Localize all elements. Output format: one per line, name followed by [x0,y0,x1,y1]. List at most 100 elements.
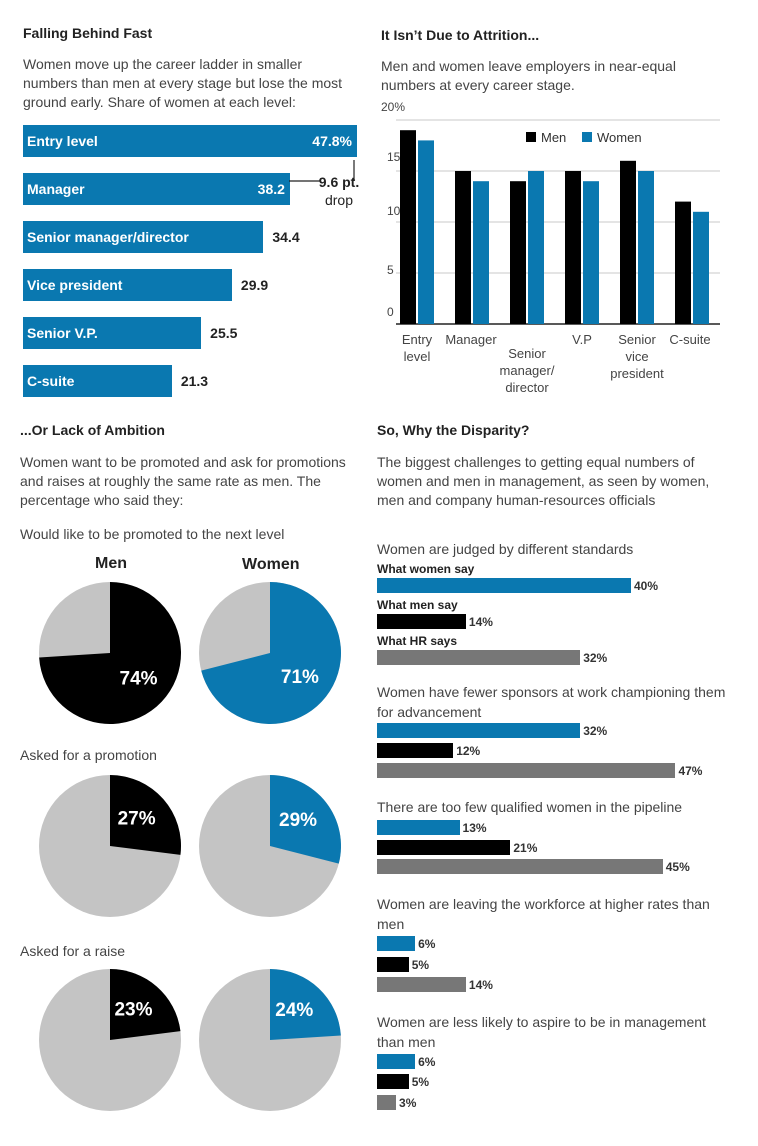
women-bar [473,181,489,324]
challenge-label: Women are less likely to aspire to be in… [377,1014,706,1050]
level-bar-label: Manager [27,181,85,197]
panel3-description: Women want to be promoted and ask for pr… [20,454,346,508]
challenge-bar-value: 14% [468,978,493,992]
challenge-bar-value: 47% [678,764,703,778]
challenge-bar [377,1074,409,1089]
level-bar-label: Senior manager/director [27,229,189,245]
challenge-bar [377,650,581,665]
drop-word: drop [324,192,354,208]
challenge-bar-value: 6% [418,1055,436,1069]
challenge-bar-value: 5% [411,1075,430,1089]
challenge-bar [377,1054,416,1069]
challenge-bar-value: 45% [665,860,690,874]
challenge-bar [377,763,676,778]
level-bar-label: Vice president [27,277,123,293]
challenge-bar-value: 6% [418,937,436,951]
challenge-bar [377,743,454,758]
level-bar-value: 47.8% [312,133,352,149]
challenge-bar [377,957,409,972]
x-category-label: Senior manager/director [500,346,555,395]
women-pie-slice [270,775,341,864]
legend-label-men: Men [541,130,566,145]
challenge-bar-value: 40% [634,579,659,593]
x-category-label: C-suite [669,332,710,347]
men-bar [510,181,526,324]
men-pie-slice [39,582,181,725]
challenge-bar [377,840,511,855]
level-bar-label: Senior V.P. [27,325,98,341]
challenge-bar [377,859,663,874]
women-bar [638,171,654,324]
challenge-label: Women are judged by different standards [377,541,634,557]
level-bar: Senior manager/director [23,221,264,253]
challenge-label: Women have fewer sponsors at work champi… [377,684,726,720]
legend-swatch-men [526,132,536,142]
men-pie-value-label: 27% [118,809,156,830]
challenge-bar [377,1095,397,1110]
series-caption: What HR says [377,634,458,648]
challenge-label: Women are leaving the workforce at highe… [377,896,710,932]
panel3-title: ...Or Lack of Ambition [20,422,165,438]
y-tick-label: 20% [381,100,405,114]
women-pie-value-label: 71% [281,667,319,688]
challenge-label: There are too few qualified women in the… [377,799,683,815]
level-bar: Entry level 47.8% [23,125,357,157]
challenge-bar [377,578,631,593]
women-bar [528,171,544,324]
level-bar: Manager 38.2 [23,173,290,205]
panel4-description: The biggest challenges to getting equal … [377,454,710,508]
challenge-bar-value: 3% [399,1096,417,1110]
x-category-label: Senior vice president [610,332,664,381]
level-bar-value: 29.9 [240,277,269,293]
level-bar-value: 25.5 [210,325,238,341]
men-pie-slice [110,775,181,855]
question-label: Would like to be promoted to the next le… [20,526,285,542]
series-caption: What women say [377,562,475,576]
question-label: Asked for a promotion [20,747,157,763]
challenge-bar-value: 32% [583,651,608,665]
challenge-bar [377,977,466,992]
men-bar [565,171,581,324]
challenge-bar-value: 14% [468,615,493,629]
challenge-bar [377,936,416,951]
level-bar-label: C-suite [27,373,75,389]
men-pie-value-label: 74% [120,669,158,690]
x-category-label: Manager [445,332,497,347]
level-bar-value: 34.4 [272,229,300,245]
drop-value: 9.6 pt. [318,174,360,190]
women-pie-value-label: 24% [275,1000,313,1021]
women-pie-slice [201,582,341,724]
men-header: Men [95,555,127,572]
women-pie-slice [270,969,341,1040]
challenge-bar-value: 13% [462,821,487,835]
level-bar-label: Entry level [27,133,98,149]
panel1-title: Falling Behind Fast [23,25,153,41]
series-caption: What men say [377,598,458,612]
challenge-bar [377,723,581,738]
legend-swatch-women [582,132,592,142]
women-bar [418,140,434,324]
x-category-label: V.P [572,332,592,347]
challenge-bar-value: 21% [513,841,538,855]
level-bar-value: 38.2 [257,181,285,197]
men-bar [620,160,636,324]
level-bar: C-suite [23,365,172,397]
y-tick-label: 5 [387,263,394,277]
panel2-title: It Isn’t Due to Attrition... [381,27,540,43]
panel1-drop-connector [289,160,355,182]
legend-label-women: Women [597,130,642,145]
drop-annotation: 9.6 pt. drop [318,173,360,209]
y-tick-label: 0 [387,305,394,319]
level-bar-value: 21.3 [180,373,209,389]
level-bar: Senior V.P. [23,317,202,349]
x-category-label: Entry level [402,332,433,364]
challenge-bar-value: 5% [411,958,430,972]
challenge-bar-value: 12% [456,744,481,758]
women-bar [693,211,709,324]
challenge-bar [377,820,460,835]
women-pie-value-label: 29% [279,810,317,831]
panel2-description: Men and women leave employers in near-eq… [381,58,676,93]
panel4-title: So, Why the Disparity? [377,422,530,438]
